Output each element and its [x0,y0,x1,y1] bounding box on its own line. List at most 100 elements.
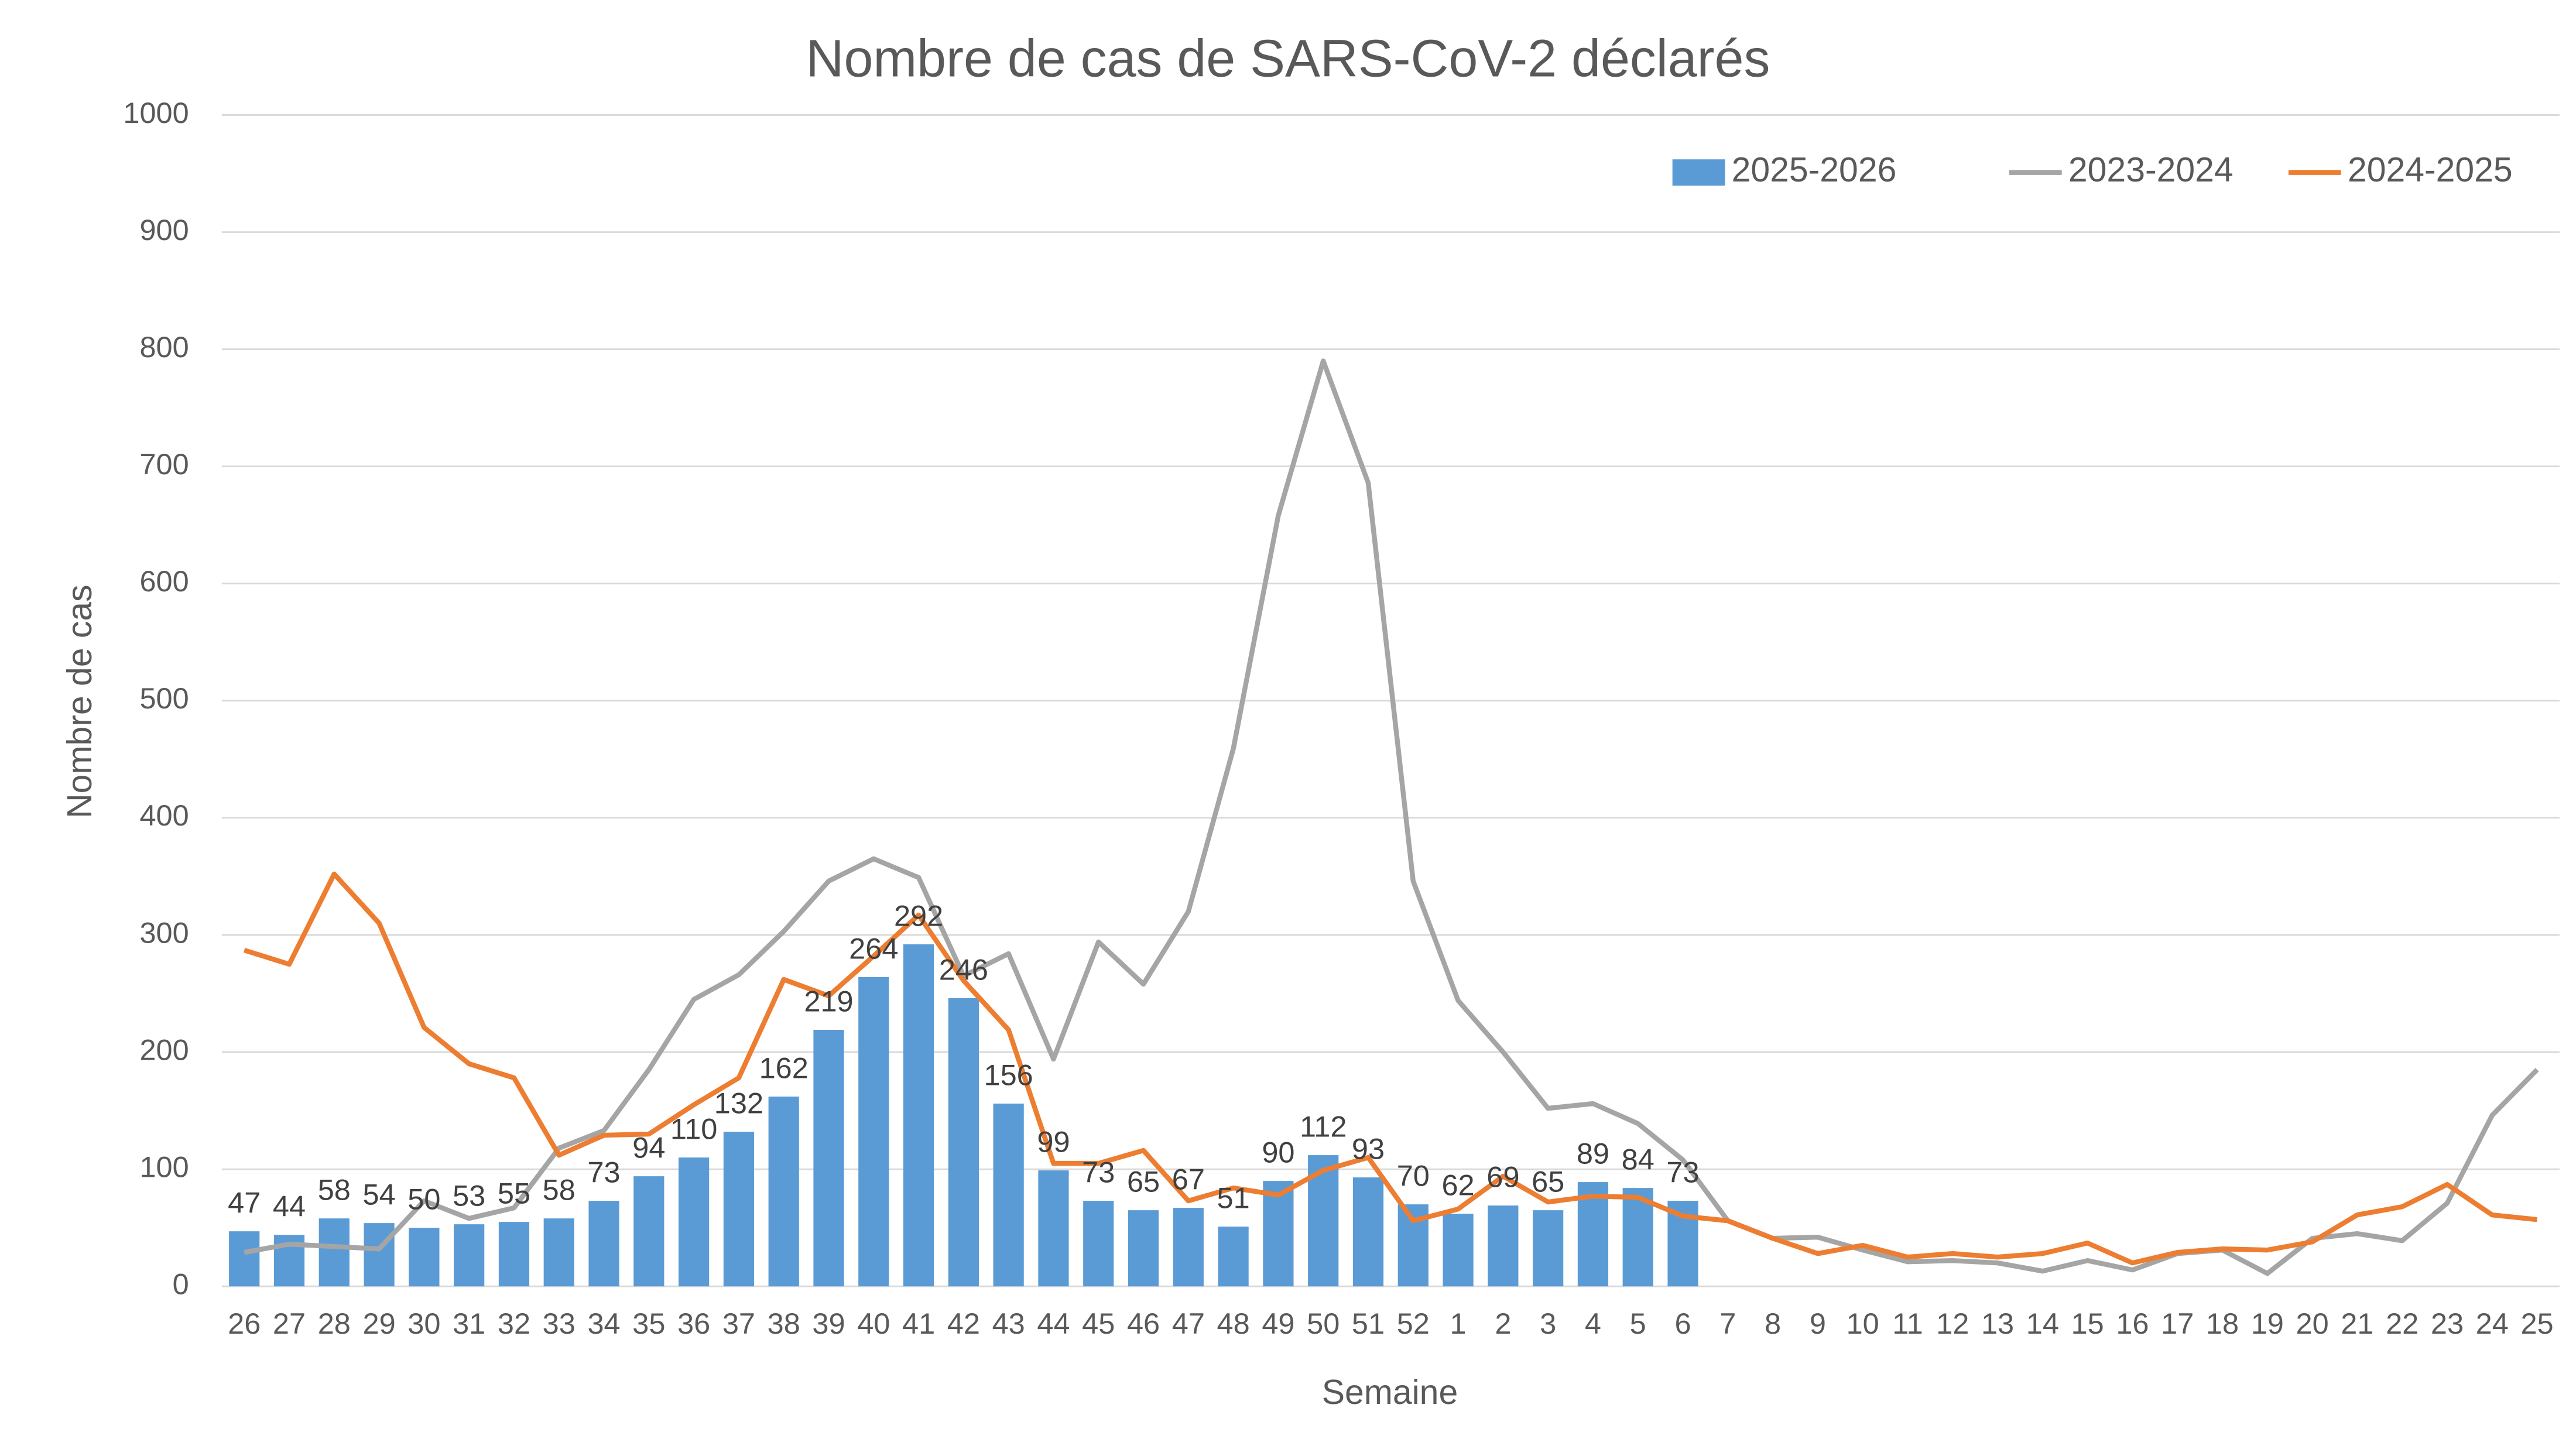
data-label: 47 [228,1186,261,1220]
x-tick-label: 19 [2251,1307,2284,1340]
bar [409,1228,440,1287]
x-tick-label: 10 [1847,1307,1879,1340]
data-label: 99 [1037,1125,1070,1159]
x-tick-label: 22 [2386,1307,2419,1340]
data-label: 51 [1217,1181,1250,1215]
x-tick-label: 29 [363,1307,396,1340]
x-tick-label: 47 [1172,1307,1205,1340]
bar [1622,1188,1653,1287]
x-tick-label: 12 [1936,1307,1969,1340]
x-tick-label: 17 [2161,1307,2194,1340]
line [244,358,2539,1276]
bar [229,1231,260,1287]
data-label: 89 [1577,1137,1609,1170]
x-tick-label: 32 [498,1307,530,1340]
bar [1533,1210,1564,1287]
x-tick-label: 9 [1810,1307,1826,1340]
data-label: 219 [804,984,853,1018]
x-tick-label: 28 [318,1307,351,1340]
x-tick-label: 49 [1262,1307,1294,1340]
x-tick-label: 31 [453,1307,485,1340]
data-label: 54 [363,1178,396,1211]
x-tick-label: 39 [812,1307,845,1340]
data-label: 162 [759,1051,809,1085]
y-tick-label: 700 [139,447,189,481]
x-tick-label: 6 [1674,1307,1691,1340]
bar [813,1030,844,1287]
x-tick-label: 27 [273,1307,306,1340]
data-label: 58 [543,1173,576,1207]
x-tick-label: 4 [1585,1307,1601,1340]
bar [903,944,934,1287]
x-tick-label: 18 [2206,1307,2239,1340]
bar [993,1104,1024,1287]
x-tick-label: 16 [2116,1307,2149,1340]
legend-label: 2024-2025 [2348,151,2513,189]
y-tick-label: 200 [139,1033,189,1066]
data-label: 292 [894,899,943,932]
x-tick-label: 38 [768,1307,800,1340]
x-tick-label: 37 [722,1307,755,1340]
x-tick-label: 51 [1352,1307,1385,1340]
x-tick-label: 1 [1450,1307,1467,1340]
line [243,871,2537,1266]
x-tick-label: 5 [1630,1307,1646,1340]
bar [723,1132,755,1287]
y-tick-label: 800 [139,330,189,364]
bar [1352,1177,1384,1287]
data-label: 53 [453,1179,485,1212]
x-tick-label: 14 [2026,1307,2059,1340]
x-tick-label: 26 [228,1307,261,1340]
data-label: 112 [1300,1110,1347,1143]
bar [588,1201,619,1287]
x-tick-label: 36 [677,1307,710,1340]
bar [1263,1181,1294,1287]
data-label: 69 [1486,1160,1519,1194]
bar [364,1223,395,1287]
bar [1083,1201,1114,1287]
x-tick-label: 45 [1082,1307,1115,1340]
y-tick-label: 0 [173,1268,189,1301]
x-tick-label: 25 [2520,1307,2553,1340]
x-tick-label: 11 [1892,1307,1923,1340]
bar [1443,1214,1474,1287]
y-tick-label: 600 [139,564,189,598]
data-label: 132 [714,1087,763,1120]
data-label: 58 [318,1173,351,1207]
x-tick-label: 41 [902,1307,935,1340]
data-label: 73 [1666,1156,1699,1189]
bar [543,1218,574,1287]
x-tick-label: 48 [1217,1307,1250,1340]
legend-swatch [1672,159,1725,186]
y-tick-label: 300 [139,916,189,949]
chart-title: Nombre de cas de SARS-CoV-2 déclarés [806,29,1770,88]
bar [858,977,889,1287]
bar [318,1218,350,1287]
data-label: 44 [273,1190,306,1223]
x-tick-label: 40 [857,1307,890,1340]
x-tick-label: 13 [1981,1307,2014,1340]
bar [1173,1208,1204,1287]
x-tick-label: 24 [2476,1307,2509,1340]
data-label: 264 [849,931,898,965]
x-tick-label: 23 [2431,1307,2464,1340]
legend-label: 2025-2026 [1732,151,1897,189]
x-tick-label: 2 [1495,1307,1511,1340]
x-axis-title: Semaine [1322,1373,1458,1412]
data-label: 156 [984,1059,1033,1092]
data-label: 73 [1082,1156,1115,1189]
data-label: 110 [670,1112,718,1146]
x-tick-label: 42 [947,1307,980,1340]
data-label: 67 [1172,1163,1205,1196]
legend-label: 2023-2024 [2068,151,2234,189]
x-tick-label: 20 [2296,1307,2329,1340]
y-tick-label: 900 [139,213,189,246]
bar [768,1097,799,1287]
data-label: 50 [407,1183,440,1216]
x-tick-label: 43 [992,1307,1025,1340]
y-tick-label: 1000 [123,96,189,129]
data-label: 84 [1622,1143,1654,1176]
data-label: 62 [1441,1169,1474,1202]
